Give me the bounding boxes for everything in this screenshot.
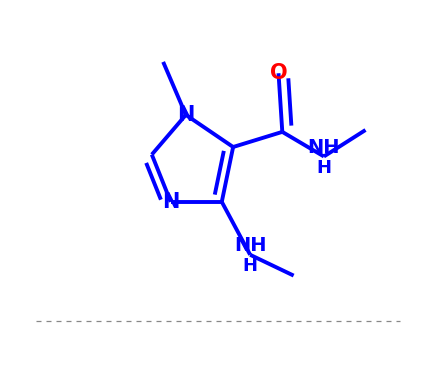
Text: NH: NH xyxy=(308,138,340,157)
Text: N: N xyxy=(177,105,194,125)
Text: NH: NH xyxy=(234,236,266,255)
Text: N: N xyxy=(162,192,179,212)
Text: O: O xyxy=(270,63,287,83)
Text: H: H xyxy=(243,257,258,275)
Text: H: H xyxy=(317,159,331,177)
